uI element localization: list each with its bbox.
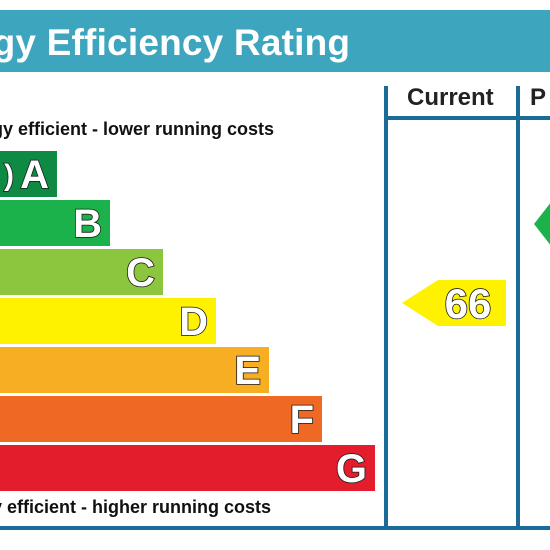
potential-rating-arrow: [534, 203, 550, 245]
band-a-bar: [0, 151, 57, 197]
band-a-prefix: ): [4, 159, 14, 192]
band-g-bar: [0, 445, 375, 491]
band-d-bar: [0, 298, 216, 344]
band-c-bar: [0, 249, 163, 295]
band-b-letter: B: [73, 202, 102, 246]
band-d-letter: D: [179, 300, 208, 344]
table-bottom-line: [0, 526, 550, 530]
title-bar: rgy Efficiency Rating: [0, 10, 550, 72]
band-b-bar: [0, 200, 110, 246]
band-a-letter: A: [20, 153, 49, 197]
table-line-left: [384, 86, 388, 528]
column-current-header: Current: [407, 84, 494, 111]
current-rating-arrow: [402, 280, 506, 326]
band-e-bar: [0, 347, 269, 393]
caption-bottom: y efficient - higher running costs: [0, 497, 272, 517]
band-c-letter: C: [126, 251, 155, 295]
current-rating-value: 66: [445, 280, 492, 327]
band-e-letter: E: [234, 349, 261, 393]
band-f-bar: [0, 396, 322, 442]
chart-title: rgy Efficiency Rating: [0, 22, 351, 63]
column-potential-header: P: [530, 84, 547, 111]
band-g-letter: G: [336, 447, 367, 491]
caption-top: gy efficient - lower running costs: [0, 119, 275, 139]
band-f-letter: F: [290, 398, 314, 442]
table-header-line: [384, 116, 550, 120]
table-line-middle: [516, 86, 520, 528]
